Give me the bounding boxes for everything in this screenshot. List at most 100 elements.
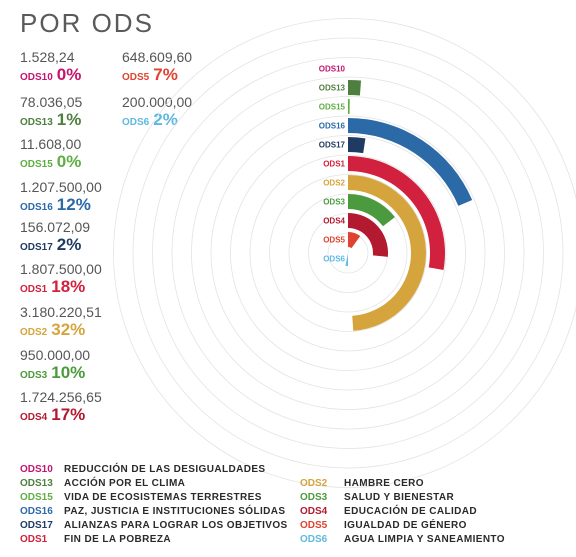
legend-item-ods10: ODS10 REDUCCIÓN DE LAS DESIGUALDADES [20, 464, 265, 476]
bar-ods5 [348, 232, 361, 249]
grid-ring [249, 154, 447, 352]
stat-ods15: 11.608,00 ODS15 0% [20, 137, 81, 172]
legend-description: IGUALDAD DE GÉNERO [344, 520, 467, 531]
bar-ods13 [348, 80, 362, 96]
stat-percent: 17% [51, 405, 86, 424]
legend-item-ods5: ODS5 IGUALDAD DE GÉNERO [300, 520, 467, 532]
stat-code: ODS15 [20, 159, 53, 170]
legend-item-ods6: ODS6 AGUA LIMPIA Y SANEAMIENTO [300, 534, 505, 546]
legend-item-ods15: ODS15 VIDA DE ECOSISTEMAS TERRESTRES [20, 492, 262, 504]
legend-code: ODS2 [300, 478, 328, 489]
legend-code: ODS13 [20, 478, 53, 489]
stat-ods4: 1.724.256,65 ODS4 17% [20, 390, 102, 425]
legend-description: FIN DE LA POBREZA [64, 534, 171, 545]
grid-ring [230, 135, 466, 371]
bar-label-ods3: ODS3 [323, 198, 345, 207]
legend-item-ods3: ODS3 SALUD Y BIENESTAR [300, 492, 454, 504]
stat-percent: 7% [153, 65, 178, 84]
bar-label-ods1: ODS1 [323, 160, 345, 169]
stat-amount: 156.072,09 [20, 219, 91, 235]
stat-code: ODS6 [122, 117, 150, 128]
legend-description: VIDA DE ECOSISTEMAS TERRESTRES [64, 492, 262, 503]
stat-percent: 32% [51, 320, 86, 339]
bar-ods2 [348, 175, 426, 331]
legend-item-ods13: ODS13 ACCIÓN POR EL CLIMA [20, 478, 185, 490]
bar-label-ods10: ODS10 [319, 65, 346, 74]
stat-ods16: 1.207.500,00 ODS16 12% [20, 180, 102, 215]
legend-code: ODS5 [300, 520, 328, 531]
stat-code: ODS4 [20, 412, 48, 423]
legend-code: ODS6 [300, 534, 328, 545]
stat-ods13: 78.036,05 ODS13 1% [20, 95, 82, 130]
legend-code: ODS10 [20, 464, 53, 475]
stat-ods10: 1.528,24 ODS10 0% [20, 50, 81, 85]
stat-code: ODS16 [20, 202, 53, 213]
grid-ring [132, 37, 564, 469]
stat-ods6: 200.000,00 ODS6 2% [122, 95, 192, 130]
stat-amount: 1.207.500,00 [20, 179, 102, 195]
bar-label-ods6: ODS6 [323, 255, 345, 264]
bar-ods3 [348, 194, 395, 227]
legend-description: ALIANZAS PARA LOGRAR LOS OBJETIVOS [64, 520, 288, 531]
bar-ods6 [345, 251, 349, 266]
stat-code: ODS13 [20, 117, 53, 128]
stat-amount: 648.609,60 [122, 49, 193, 65]
bar-ods16 [348, 118, 473, 206]
stat-amount: 950.000,00 [20, 347, 91, 363]
stat-percent: 0% [56, 65, 82, 84]
stat-ods17: 156.072,09 ODS17 2% [20, 220, 90, 255]
legend-description: PAZ, JUSTICIA E INSTITUCIONES SÓLIDAS [64, 506, 286, 517]
legend-item-ods2: ODS2 HAMBRE CERO [300, 478, 424, 490]
legend-description: HAMBRE CERO [344, 478, 424, 489]
grid-ring [269, 174, 427, 332]
legend-code: ODS17 [20, 520, 53, 531]
stat-code: ODS1 [20, 284, 48, 295]
grid-ring [191, 96, 505, 410]
stat-code: ODS17 [20, 242, 53, 253]
legend-item-ods1: ODS1 FIN DE LA POBREZA [20, 534, 171, 546]
stat-code: ODS3 [20, 370, 48, 381]
grid-ring [210, 115, 486, 391]
stat-percent: 0% [56, 152, 82, 171]
stat-percent: 10% [51, 363, 86, 382]
bar-label-ods16: ODS16 [319, 122, 346, 131]
stat-amount: 11.608,00 [20, 136, 82, 152]
stat-ods5: 648.609,60 ODS5 7% [122, 50, 192, 85]
legend-description: SALUD Y BIENESTAR [344, 492, 455, 503]
stat-amount: 78.036,05 [20, 94, 83, 110]
stat-ods1: 1.807.500,00 ODS1 18% [20, 262, 102, 297]
bar-label-ods4: ODS4 [323, 217, 345, 226]
stat-amount: 1.528,24 [20, 49, 75, 65]
stat-percent: 12% [56, 195, 91, 214]
bar-label-ods17: ODS17 [319, 141, 346, 150]
stat-percent: 18% [51, 277, 86, 296]
bar-ods1 [348, 156, 446, 271]
bar-label-ods5: ODS5 [323, 236, 345, 245]
stat-code: ODS10 [20, 72, 53, 83]
stat-code: ODS2 [20, 327, 48, 338]
bar-label-ods2: ODS2 [323, 179, 345, 188]
stat-amount: 3.180.220,51 [20, 304, 102, 320]
legend-code: ODS16 [20, 506, 53, 517]
legend-code: ODS4 [300, 506, 328, 517]
legend-code: ODS3 [300, 492, 328, 503]
bar-label-ods13: ODS13 [319, 84, 346, 93]
legend-item-ods16: ODS16 PAZ, JUSTICIA E INSTITUCIONES SÓLID… [20, 506, 285, 518]
legend-item-ods4: ODS4 EDUCACIÓN DE CALIDAD [300, 506, 477, 518]
stat-percent: 2% [56, 235, 82, 254]
bar-ods4 [348, 213, 389, 257]
bar-ods17 [348, 137, 366, 154]
stat-code: ODS5 [122, 72, 150, 83]
legend-code: ODS15 [20, 492, 53, 503]
bar-ods15 [348, 99, 350, 115]
stat-amount: 200.000,00 [122, 94, 193, 110]
legend-description: ACCIÓN POR EL CLIMA [64, 478, 186, 489]
stat-percent: 2% [153, 110, 178, 129]
bar-label-ods15: ODS15 [319, 103, 346, 112]
grid-ring [152, 57, 544, 449]
grid-ring [113, 18, 576, 488]
legend-description: EDUCACIÓN DE CALIDAD [344, 506, 477, 517]
legend-item-ods17: ODS17 ALIANZAS PARA LOGRAR LOS OBJETIVOS [20, 520, 288, 532]
stat-percent: 1% [56, 110, 82, 129]
